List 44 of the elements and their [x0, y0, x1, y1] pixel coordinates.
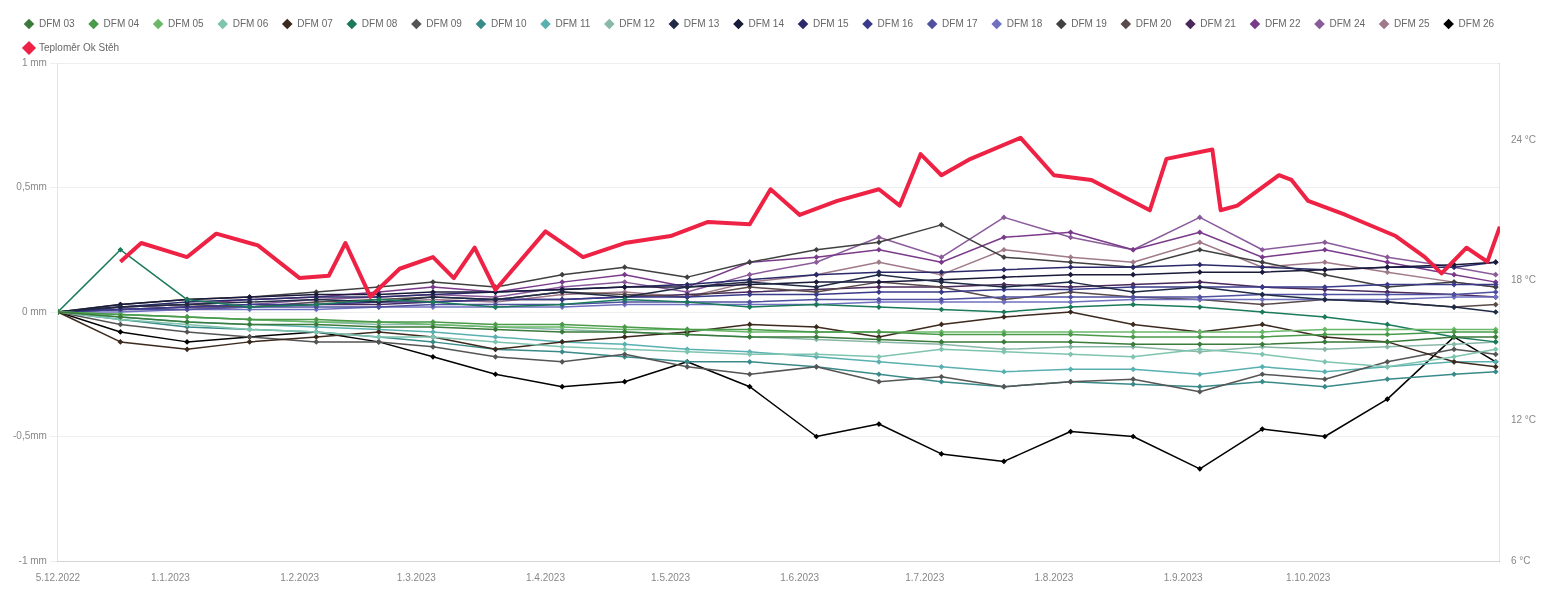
legend-label: DFM 10 — [490, 17, 527, 29]
y2-tick-label: 12 °C — [1510, 414, 1536, 426]
legend-label: Teploměr Ok Stěh — [39, 41, 120, 53]
legend-label: DFM 16 — [877, 17, 914, 29]
legend-label: DFM 04 — [103, 17, 140, 29]
legend-label: DFM 26 — [1458, 17, 1495, 29]
x-tick-label: 1.4.2023 — [526, 571, 566, 583]
legend-label: DFM 09 — [426, 17, 463, 29]
y-tick-label: -0,5mm — [12, 430, 47, 442]
x-tick-label: 1.5.2023 — [651, 571, 691, 583]
legend-label: DFM 20 — [1135, 17, 1172, 29]
y2-tick-label: 6 °C — [1510, 554, 1531, 566]
legend-label: DFM 07 — [297, 17, 334, 29]
x-tick-label: 1.2.2023 — [280, 571, 320, 583]
legend-label: DFM 15 — [813, 17, 849, 29]
x-tick-label: 1.10.2023 — [1285, 571, 1331, 583]
legend-label: DFM 08 — [361, 17, 398, 29]
legend-label: DFM 24 — [1329, 17, 1366, 29]
y-tick-label: 0 mm — [21, 305, 47, 317]
legend-label: DFM 13 — [683, 17, 720, 29]
x-tick-label: 1.7.2023 — [905, 571, 945, 583]
y-tick-label: 0,5mm — [16, 181, 47, 193]
x-tick-label: 1.1.2023 — [150, 571, 191, 583]
x-tick-label: 1.9.2023 — [1163, 571, 1204, 583]
legend-label: DFM 05 — [168, 17, 205, 29]
legend-label: DFM 11 — [555, 17, 591, 29]
y2-tick-label: 18 °C — [1510, 274, 1536, 286]
legend-label: DFM 25 — [1394, 17, 1431, 29]
legend-label: DFM 19 — [1071, 17, 1108, 29]
x-tick-label: 1.6.2023 — [780, 571, 820, 583]
legend-label: DFM 22 — [1264, 17, 1301, 29]
legend-label: DFM 17 — [942, 17, 979, 29]
x-tick-label: 1.3.2023 — [396, 571, 437, 583]
y-tick-label: -1 mm — [18, 554, 47, 566]
legend-label: DFM 03 — [39, 17, 75, 29]
y2-tick-label: 24 °C — [1510, 133, 1536, 145]
legend-label: DFM 14 — [748, 17, 785, 29]
legend-label: DFM 21 — [1200, 17, 1237, 29]
legend-label: DFM 18 — [1006, 17, 1043, 29]
x-tick-label: 1.8.2023 — [1034, 571, 1074, 583]
y-tick-label: 1 mm — [21, 56, 47, 68]
legend-label: DFM 12 — [619, 17, 656, 29]
legend-label: DFM 06 — [232, 17, 269, 29]
x-tick-label: 5.12.2022 — [35, 571, 81, 583]
